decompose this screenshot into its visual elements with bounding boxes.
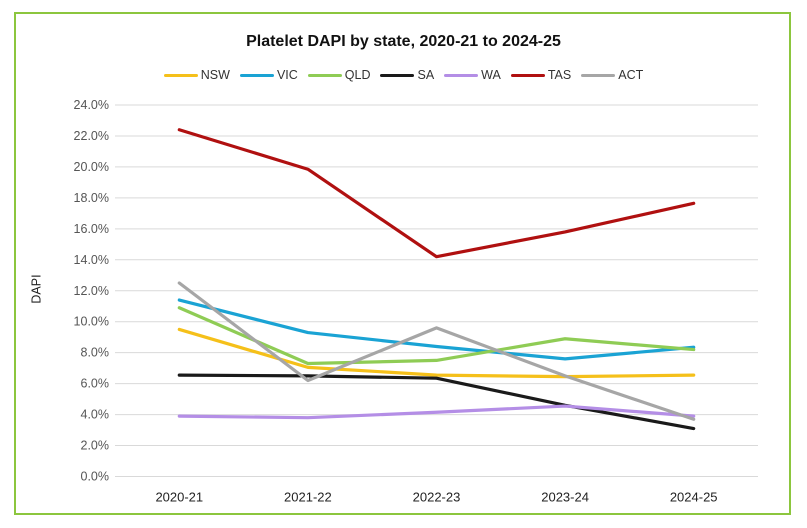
series-line-wa <box>177 404 696 420</box>
chart-title: Platelet DAPI by state, 2020-21 to 2024-… <box>246 33 561 50</box>
y-tick-label: 22.0% <box>74 129 109 143</box>
series-line-nsw <box>177 327 696 379</box>
y-tick-label: 8.0% <box>81 346 110 360</box>
legend-item-nsw: NSW <box>163 68 230 82</box>
legend-item-act: ACT <box>581 68 643 82</box>
x-tick-label: 2020-21 <box>155 490 203 505</box>
y-tick-label: 2.0% <box>81 439 110 453</box>
y-tick-label: 18.0% <box>74 191 109 205</box>
y-tick-label: 0.0% <box>81 470 110 484</box>
series-line-sa <box>177 373 696 431</box>
series-line-vic <box>177 298 696 361</box>
legend-label: VIC <box>276 68 298 82</box>
legend-item-sa: SA <box>380 68 434 82</box>
x-tick-label: 2021-22 <box>284 490 332 505</box>
legend-label: ACT <box>618 68 644 82</box>
y-tick-label: 6.0% <box>81 377 110 391</box>
y-tick-label: 20.0% <box>74 160 109 174</box>
x-tick-label: 2024-25 <box>670 490 718 505</box>
legend-swatch <box>444 73 479 77</box>
chart-frame <box>14 12 791 515</box>
legend: NSW VIC QLD SA WA TAS ACT <box>0 68 807 82</box>
x-tick-label: 2022-23 <box>413 490 461 505</box>
y-tick-label: 14.0% <box>74 253 109 267</box>
legend-label: TAS <box>547 68 572 82</box>
legend-label: WA <box>481 68 501 82</box>
legend-item-wa: WA <box>444 68 501 82</box>
y-tick-label: 24.0% <box>74 98 109 112</box>
legend-swatch <box>239 73 274 77</box>
y-tick-label: 4.0% <box>81 408 110 422</box>
legend-item-tas: TAS <box>510 68 572 82</box>
legend-label: QLD <box>344 68 371 82</box>
series-line-act <box>177 281 696 421</box>
y-tick-label: 16.0% <box>74 222 109 236</box>
legend-label: SA <box>417 68 435 82</box>
legend-label: NSW <box>200 68 230 82</box>
legend-swatch <box>163 73 198 77</box>
y-tick-label: 12.0% <box>74 284 109 298</box>
series-line-qld <box>177 306 696 366</box>
y-tick-label: 10.0% <box>74 315 109 329</box>
x-tick-label: 2023-24 <box>541 490 589 505</box>
legend-item-qld: QLD <box>307 68 371 82</box>
legend-swatch <box>510 73 545 77</box>
legend-swatch <box>307 73 342 77</box>
legend-swatch <box>380 73 415 77</box>
series-line-tas <box>177 128 696 259</box>
legend-item-vic: VIC <box>239 68 298 82</box>
legend-swatch <box>581 73 616 77</box>
